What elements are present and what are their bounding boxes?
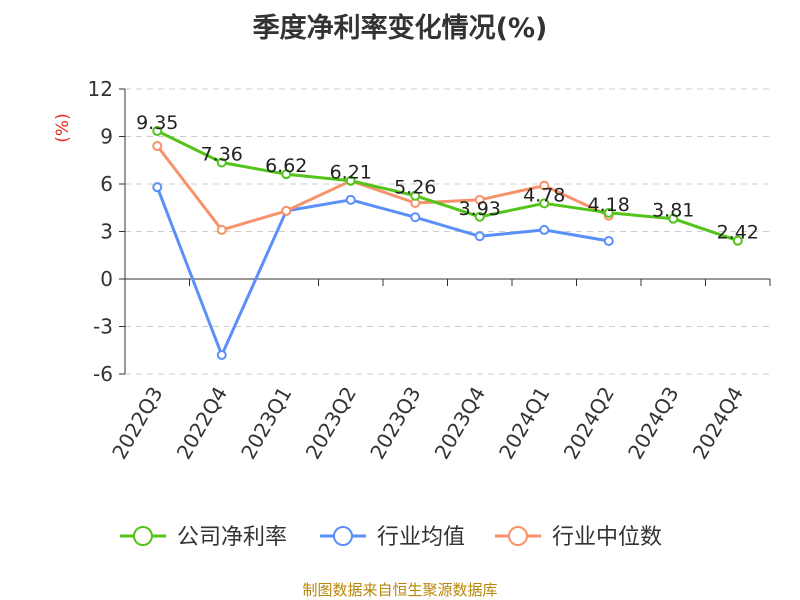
x-tick-label: 2022Q3 bbox=[107, 383, 167, 464]
data-point-industry-mean bbox=[603, 236, 614, 246]
y-tick-label: -6 bbox=[93, 362, 113, 386]
series-line-industry-median bbox=[156, 145, 610, 232]
x-tick-label: 2023Q1 bbox=[236, 383, 296, 464]
x-tick-label: 2023Q3 bbox=[365, 383, 425, 464]
y-tick-label: 0 bbox=[100, 267, 113, 291]
data-point-company bbox=[345, 175, 356, 186]
data-point-industry-mean bbox=[345, 194, 356, 205]
data-point-industry-median bbox=[216, 224, 227, 235]
x-tick-label: 2024Q2 bbox=[559, 383, 619, 464]
legend-marker bbox=[508, 526, 528, 546]
data-point-company bbox=[216, 157, 227, 168]
x-tick-label: 2023Q2 bbox=[301, 383, 361, 464]
data-point-company bbox=[281, 169, 292, 180]
data-label: 3.81 bbox=[652, 200, 694, 222]
legend-marker bbox=[133, 526, 153, 546]
data-label: 6.62 bbox=[265, 155, 307, 177]
y-tick-label: 9 bbox=[100, 125, 113, 149]
data-point-industry-mean bbox=[474, 231, 485, 242]
series-line-industry-mean bbox=[155, 186, 610, 357]
chart-title: 季度净利率变化情况(%) bbox=[252, 13, 548, 44]
gridlines bbox=[125, 88, 770, 375]
data-point-company bbox=[603, 207, 614, 218]
data-label: 9.35 bbox=[136, 112, 178, 134]
y-axis-label: (%) bbox=[53, 113, 73, 142]
x-tick-label: 2022Q4 bbox=[172, 383, 232, 464]
source-note: 制图数据来自恒生聚源数据库 bbox=[302, 581, 498, 599]
data-point-company bbox=[152, 125, 163, 136]
y-tick-label: 3 bbox=[100, 220, 113, 244]
data-label: 5.26 bbox=[394, 177, 436, 199]
x-tick-label: 2024Q3 bbox=[623, 383, 683, 464]
data-label: 4.18 bbox=[588, 194, 630, 216]
data-point-industry-median bbox=[152, 141, 163, 151]
data-point-industry-mean bbox=[216, 350, 227, 360]
y-tick-label: -3 bbox=[93, 315, 113, 339]
data-point-company bbox=[539, 198, 550, 209]
data-point-industry-median bbox=[539, 180, 550, 191]
y-tick-label: 12 bbox=[88, 77, 113, 101]
data-point-industry-mean bbox=[152, 182, 163, 193]
series-line-company bbox=[156, 129, 739, 243]
legend-marker bbox=[333, 526, 353, 546]
data-point-company bbox=[474, 211, 485, 222]
data-label: 6.21 bbox=[330, 162, 372, 184]
legend-label: 行业中位数 bbox=[552, 525, 662, 550]
data-label: 4.78 bbox=[523, 184, 565, 206]
y-tick-label: 6 bbox=[100, 172, 113, 196]
legend-label: 公司净利率 bbox=[177, 525, 287, 550]
x-tick-label: 2023Q4 bbox=[430, 383, 490, 464]
x-tick-label: 2024Q4 bbox=[688, 383, 748, 464]
data-labels: 9.35 7.36 6.62 6.21 5.26 3.93 4.78 4.18 3.81 2.42 bbox=[136, 112, 759, 244]
legend-label: 行业均值 bbox=[377, 525, 465, 550]
data-label: 3.93 bbox=[459, 198, 501, 220]
data-point-industry-mean bbox=[410, 212, 421, 223]
data-point-company bbox=[410, 190, 421, 201]
data-point-company bbox=[732, 235, 743, 246]
x-tick-label: 2024Q1 bbox=[494, 383, 554, 464]
data-label: 2.42 bbox=[717, 222, 759, 244]
data-point-industry-median bbox=[281, 205, 292, 216]
data-point-industry-mean bbox=[539, 224, 550, 235]
series-lines bbox=[152, 125, 743, 360]
data-label: 7.36 bbox=[201, 143, 243, 165]
legend: 公司净利率 行业均值 行业中位数 bbox=[120, 525, 662, 550]
data-point-company bbox=[668, 213, 679, 224]
data-point-industry-median bbox=[474, 194, 485, 205]
